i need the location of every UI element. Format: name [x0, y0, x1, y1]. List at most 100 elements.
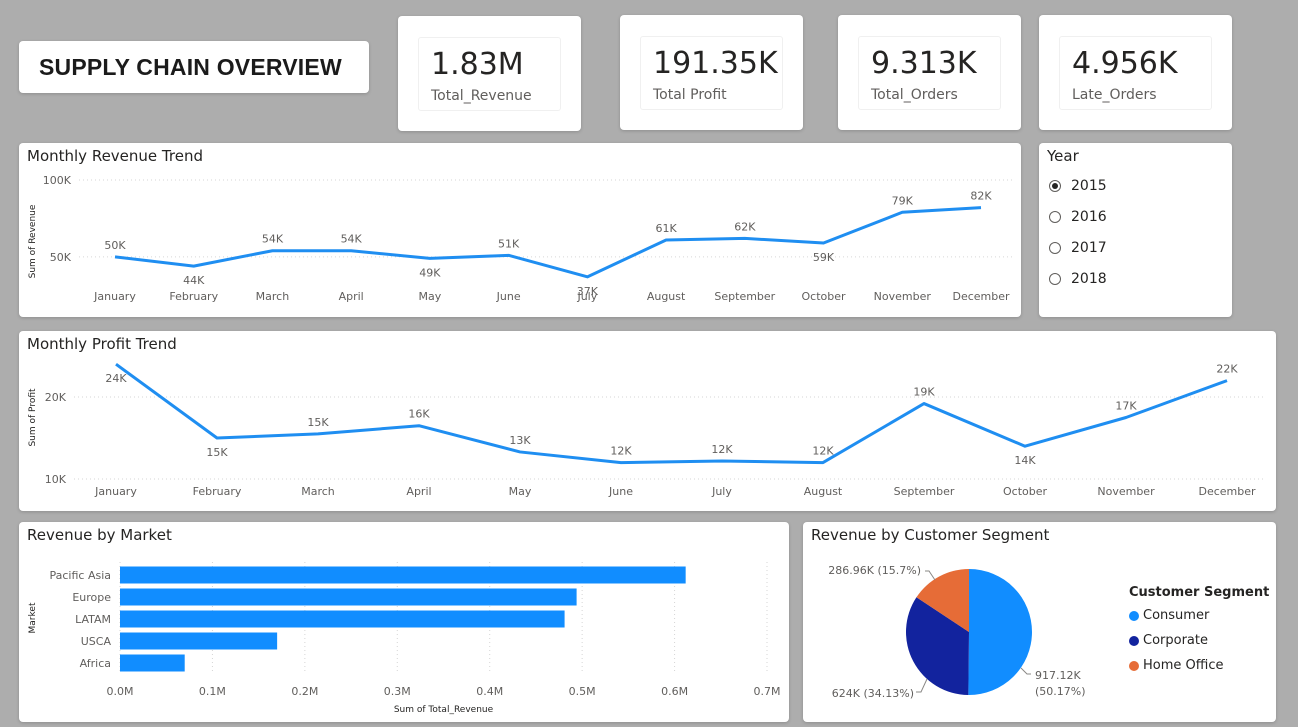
bar — [120, 588, 577, 606]
y-tick-label: 20K — [45, 391, 67, 404]
kpi-value: 191.35K — [653, 46, 778, 81]
pie-slice — [968, 569, 1032, 695]
revenue-by-market-visual[interactable]: Revenue by Market 0.0M 0.1M 0.2M 0.3M 0.4M 0.… — [19, 522, 789, 722]
x-tick-label: September — [894, 485, 955, 498]
kpi-frame: 191.35K Total Profit — [640, 36, 783, 110]
revenue-trend-chart: 50K 100K Sum of Revenue January February Marc… — [28, 174, 1014, 303]
slicer-option-label: 2017 — [1071, 240, 1107, 256]
kpi-frame: 4.956K Late_Orders — [1059, 36, 1212, 110]
radio-icon[interactable] — [1049, 211, 1061, 223]
x-tick-label: June — [496, 290, 521, 303]
x-tick-label: February — [193, 485, 242, 498]
kpi-frame: 1.83M Total_Revenue — [418, 37, 561, 111]
x-tick-label: 0.2M — [291, 685, 318, 698]
kpi-label: Late_Orders — [1072, 87, 1157, 103]
x-tick-label: October — [1003, 485, 1047, 498]
bar — [120, 610, 565, 628]
legend-label: Corporate — [1143, 633, 1208, 648]
y-tick-label: USCA — [81, 635, 112, 648]
y-tick-label: 50K — [50, 251, 72, 264]
legend-item-corporate[interactable]: Corporate — [1129, 633, 1208, 648]
visual-title: Revenue by Market — [27, 526, 172, 544]
visual-title: Monthly Profit Trend — [27, 335, 177, 353]
data-label: 12K — [711, 443, 733, 456]
x-tick-label: 0.6M — [661, 685, 688, 698]
kpi-card-total-profit[interactable]: 191.35K Total Profit — [620, 15, 803, 130]
y-axis-title: Sum of Profit — [28, 388, 38, 447]
slicer-option-2018[interactable]: 2018 — [1049, 271, 1107, 287]
year-slicer[interactable]: Year 2015 2016 2017 2018 — [1039, 143, 1232, 317]
data-label: 44K — [183, 274, 205, 287]
radio-checked-icon[interactable] — [1049, 180, 1061, 192]
legend-title: Customer Segment — [1129, 585, 1270, 600]
revenue-trend-visual[interactable]: Monthly Revenue Trend 50K 100K Sum of Reve… — [19, 143, 1021, 317]
legend-dot-icon — [1129, 610, 1139, 621]
x-tick-label: December — [1198, 485, 1256, 498]
legend-dot-icon — [1129, 660, 1139, 671]
x-tick-label: November — [874, 290, 932, 303]
kpi-card-late-orders[interactable]: 4.956K Late_Orders — [1039, 15, 1232, 130]
x-tick-label: October — [802, 290, 846, 303]
data-label: 54K — [341, 233, 363, 246]
dashboard-title: SUPPLY CHAIN OVERVIEW — [39, 53, 342, 80]
y-tick-label: Pacific Asia — [49, 569, 111, 582]
data-label: 16K — [408, 408, 430, 421]
x-tick-label: January — [93, 290, 136, 303]
legend-item-home-office[interactable]: Home Office — [1129, 658, 1223, 673]
x-tick-label: 0.7M — [754, 685, 781, 698]
kpi-value: 9.313K — [871, 46, 977, 81]
data-label: 54K — [262, 233, 284, 246]
profit-trend-visual[interactable]: Monthly Profit Trend 10K 20K Sum of Profit… — [19, 331, 1276, 511]
legend-label: Home Office — [1143, 658, 1224, 673]
leader-line — [916, 678, 928, 693]
x-tick-label: 0.0M — [107, 685, 134, 698]
data-label: 17K — [1115, 400, 1137, 413]
kpi-card-total-revenue[interactable]: 1.83M Total_Revenue — [398, 16, 581, 131]
kpi-card-total-orders[interactable]: 9.313K Total_Orders — [838, 15, 1021, 130]
x-tick-label: May — [419, 290, 442, 303]
bar — [120, 632, 278, 650]
data-label: 79K — [892, 194, 914, 207]
kpi-label: Total_Revenue — [431, 88, 532, 104]
x-tick-label: November — [1097, 485, 1155, 498]
x-tick-label: 0.4M — [476, 685, 503, 698]
visual-title: Monthly Revenue Trend — [27, 147, 203, 165]
bar — [120, 654, 185, 672]
y-axis-title: Sum of Revenue — [28, 204, 38, 278]
revenue-by-segment-chart: 917.12K (50.17%) 624K (34.13%) 286.96K (15.… — [828, 564, 1085, 700]
data-label: 15K — [307, 416, 329, 429]
legend-label: Consumer — [1143, 608, 1210, 623]
data-label: 917.12K — [1035, 669, 1081, 682]
data-label: 59K — [813, 251, 835, 264]
slicer-option-label: 2018 — [1071, 271, 1107, 287]
slicer-option-2016[interactable]: 2016 — [1049, 209, 1107, 225]
kpi-label: Total_Orders — [871, 87, 958, 103]
x-tick-label: February — [169, 290, 218, 303]
radio-icon[interactable] — [1049, 273, 1061, 285]
legend-dot-icon — [1129, 635, 1139, 646]
slicer-option-2017[interactable]: 2017 — [1049, 240, 1107, 256]
slicer-option-label: 2016 — [1071, 209, 1107, 225]
x-tick-label: June — [608, 485, 633, 498]
pie-slice — [916, 569, 969, 632]
data-label: 62K — [734, 220, 756, 233]
radio-icon[interactable] — [1049, 242, 1061, 254]
x-tick-label: 0.1M — [199, 685, 226, 698]
x-tick-label: April — [339, 290, 364, 303]
revenue-by-segment-visual[interactable]: Revenue by Customer Segment 917.12K (50.1… — [803, 522, 1276, 722]
x-tick-label: April — [406, 485, 431, 498]
slicer-option-label: 2015 — [1071, 178, 1107, 194]
x-tick-label: January — [94, 485, 137, 498]
kpi-value: 4.956K — [1072, 46, 1178, 81]
x-tick-label: December — [952, 290, 1010, 303]
data-label: 12K — [812, 445, 834, 458]
data-label: 19K — [913, 386, 935, 399]
x-tick-label: 0.5M — [569, 685, 596, 698]
legend-item-consumer[interactable]: Consumer — [1129, 608, 1209, 623]
pie-slice — [906, 597, 969, 695]
data-label: 12K — [610, 445, 632, 458]
slicer-option-2015[interactable]: 2015 — [1049, 178, 1107, 194]
x-tick-label: September — [714, 290, 775, 303]
data-label: 82K — [970, 190, 992, 203]
y-axis-title: Market — [28, 602, 38, 633]
